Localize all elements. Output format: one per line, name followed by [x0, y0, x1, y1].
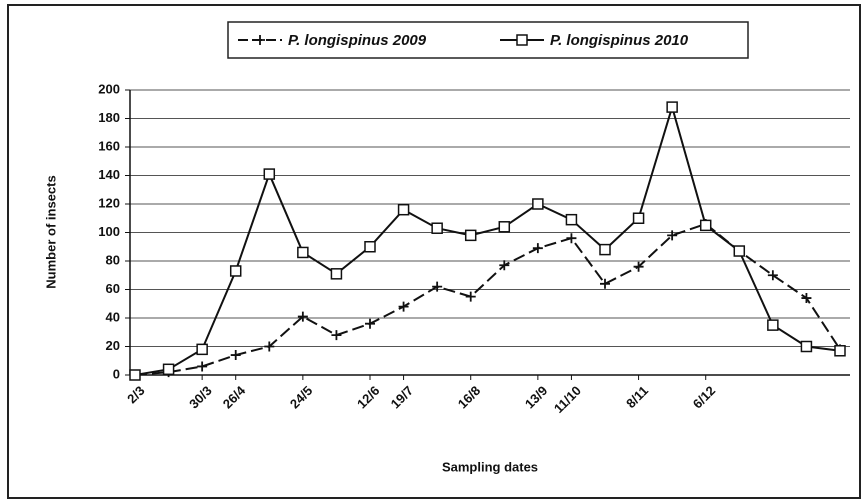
data-point: [666, 101, 678, 113]
data-point: [464, 229, 477, 242]
data-point: [162, 363, 175, 376]
data-point: [365, 318, 375, 329]
legend-label: P. longispinus 2010: [550, 32, 689, 49]
x-tick-label: 24/5: [287, 383, 316, 412]
data-point: [331, 330, 342, 341]
data-point: [264, 341, 275, 352]
data-point: [364, 241, 376, 253]
legend-label: P. longispinus 2009: [288, 32, 427, 49]
frame: [7, 4, 861, 499]
x-tick-label: 26/4: [220, 382, 249, 411]
x-tick-label: 19/7: [388, 383, 417, 412]
data-point: [196, 343, 208, 356]
y-tick-label: 60: [106, 281, 120, 296]
legend-marker: [516, 34, 528, 46]
legend-box: [227, 21, 749, 59]
y-tick-label: 100: [98, 224, 120, 239]
y-tick-label: 20: [106, 338, 120, 353]
data-point: [733, 245, 746, 257]
data-point: [801, 293, 812, 304]
y-tick-label: 0: [113, 366, 120, 381]
y-tick-label: 40: [106, 309, 120, 324]
data-point: [230, 350, 241, 361]
y-axis-label: Number of insects: [43, 175, 58, 288]
data-point: [566, 233, 577, 244]
y-tick-label: 120: [98, 195, 120, 210]
x-tick-label: 6/12: [690, 383, 719, 412]
y-tick-label: 180: [98, 110, 120, 125]
data-point: [397, 203, 410, 216]
data-point: [699, 219, 712, 232]
data-point: [330, 268, 343, 280]
data-point: [197, 361, 208, 372]
data-point: [633, 261, 644, 272]
data-point: [532, 198, 544, 210]
data-point: [632, 212, 645, 224]
data-point: [297, 246, 309, 259]
y-tick-label: 200: [98, 81, 120, 96]
legend-marker: [255, 35, 265, 45]
x-tick-label: 13/9: [522, 383, 551, 412]
y-tick-label: 80: [106, 252, 120, 267]
data-point: [532, 243, 543, 254]
y-tick-label: 160: [98, 138, 120, 153]
data-point: [599, 243, 611, 256]
data-point: [499, 260, 510, 271]
data-point: [767, 270, 778, 281]
data-point: [834, 345, 846, 357]
data-point: [432, 281, 443, 292]
data-point: [767, 319, 779, 331]
data-point: [229, 265, 242, 277]
x-tick-label: 16/8: [455, 383, 484, 412]
x-tick-label: 2/3: [124, 383, 147, 406]
data-point: [667, 230, 678, 241]
data-point: [431, 222, 443, 234]
data-point: [297, 311, 308, 322]
data-point: [800, 340, 813, 353]
data-point: [498, 221, 511, 233]
data-point: [600, 278, 610, 289]
x-tick-label: 30/3: [186, 383, 215, 412]
x-tick-label: 12/6: [354, 383, 383, 412]
data-point: [465, 291, 476, 302]
data-point: [129, 369, 141, 381]
data-point: [398, 301, 409, 312]
data-point: [565, 213, 578, 226]
x-tick-label: 11/10: [551, 383, 584, 416]
x-tick-label: 8/11: [623, 383, 651, 411]
series-line: [134, 103, 841, 376]
data-point: [263, 168, 276, 180]
x-axis-label: Sampling dates: [442, 459, 538, 474]
y-tick-label: 140: [98, 167, 120, 182]
